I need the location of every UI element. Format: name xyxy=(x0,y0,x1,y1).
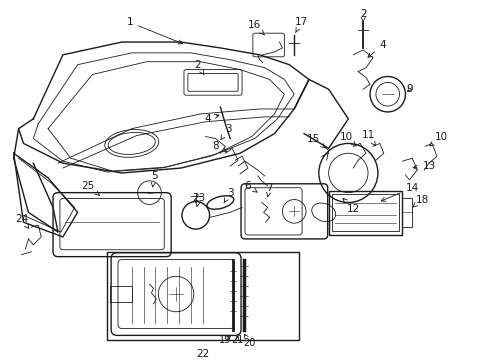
Text: 10: 10 xyxy=(339,131,355,146)
Text: 3: 3 xyxy=(221,124,231,140)
Text: 23: 23 xyxy=(192,193,205,207)
Text: 9: 9 xyxy=(405,84,412,94)
Text: 19: 19 xyxy=(219,335,231,345)
Text: 2: 2 xyxy=(194,60,203,75)
Text: 1: 1 xyxy=(126,17,182,44)
Text: 4: 4 xyxy=(367,40,386,57)
Text: 21: 21 xyxy=(230,335,243,345)
Text: 8: 8 xyxy=(212,141,226,152)
Text: 17: 17 xyxy=(294,17,307,32)
Text: 18: 18 xyxy=(412,194,428,207)
Text: 11: 11 xyxy=(361,130,375,145)
Text: 3: 3 xyxy=(224,188,233,203)
Text: 14: 14 xyxy=(381,183,418,201)
Text: 6: 6 xyxy=(244,181,257,192)
Text: 15: 15 xyxy=(306,134,325,148)
Text: 4: 4 xyxy=(204,114,219,124)
Bar xyxy=(110,286,132,302)
Bar xyxy=(107,252,299,340)
Text: 12: 12 xyxy=(342,198,359,215)
Bar xyxy=(328,191,402,235)
Text: 7: 7 xyxy=(266,183,272,197)
Text: 2: 2 xyxy=(359,9,366,22)
Text: 22: 22 xyxy=(196,349,209,359)
Text: 20: 20 xyxy=(243,334,256,348)
Text: 13: 13 xyxy=(412,161,435,171)
Text: 10: 10 xyxy=(429,131,447,146)
Bar xyxy=(331,194,398,231)
Text: 24: 24 xyxy=(15,214,29,228)
Text: 16: 16 xyxy=(248,20,264,35)
Text: 25: 25 xyxy=(81,181,99,195)
Text: 5: 5 xyxy=(151,171,158,187)
